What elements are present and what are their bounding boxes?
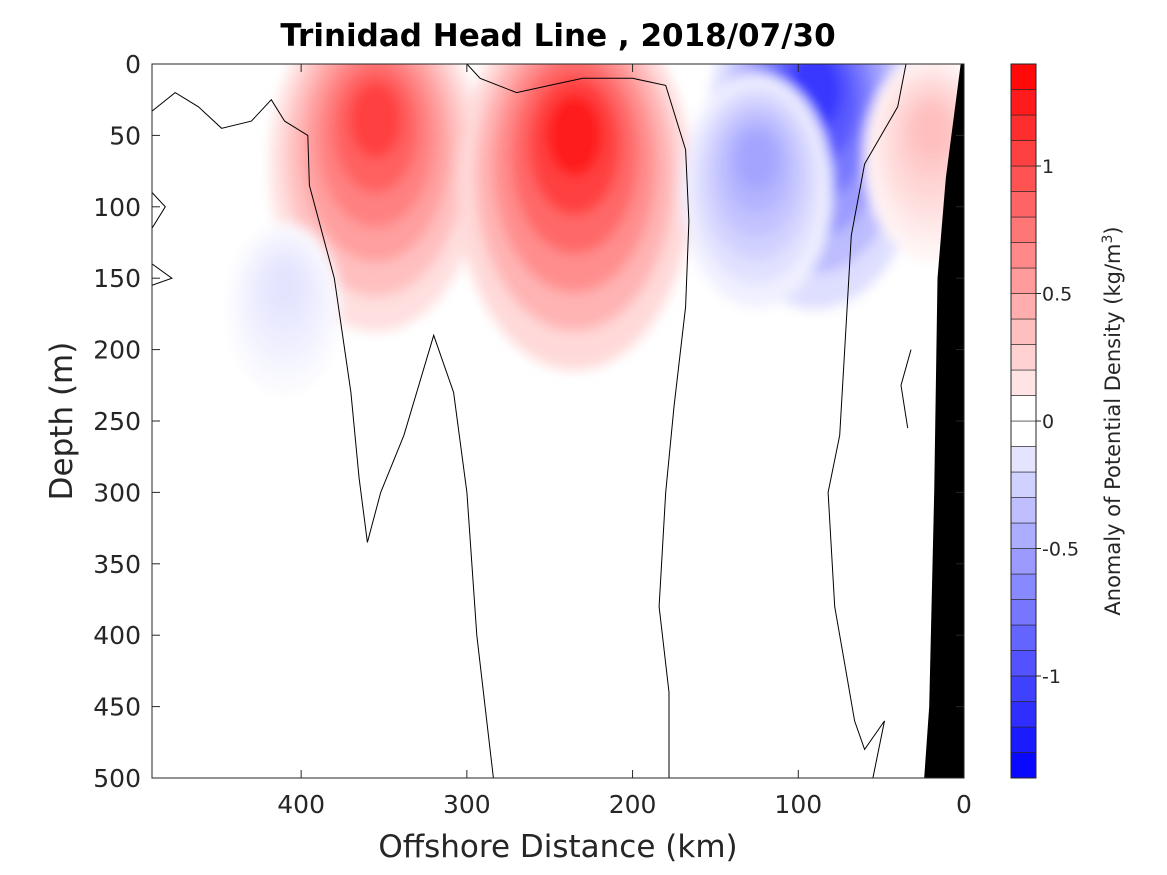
colorbar-tick-label: 0.5 xyxy=(1042,284,1072,306)
colorbar-swatch xyxy=(1010,420,1037,447)
colorbar-tick-label: 0 xyxy=(1042,411,1054,433)
y-tick-label: 400 xyxy=(93,621,141,650)
zero-contour-line xyxy=(152,192,166,229)
anomaly-blob xyxy=(911,103,951,158)
x-tick-label: 300 xyxy=(443,790,491,819)
colorbar-swatch xyxy=(1010,89,1037,116)
y-axis-ticks: 0 50 100 150 200 250 300 350 400 450 500 xyxy=(93,50,964,793)
colorbar-swatch xyxy=(1010,675,1037,702)
y-tick-label: 450 xyxy=(93,693,141,722)
x-tick-label: 400 xyxy=(277,790,325,819)
y-axis-label: Depth (m) xyxy=(44,342,80,501)
colorbar-swatch xyxy=(1010,165,1037,192)
y-tick-label: 300 xyxy=(93,478,141,507)
zero-contour-line xyxy=(152,263,173,286)
plot-area: 400 300 200 100 0 0 50 100 150 200 250 300 350 400 45… xyxy=(93,50,972,819)
colorbar-swatches xyxy=(1010,63,1037,779)
colorbar-swatch xyxy=(1010,752,1037,779)
chart-title: Trinidad Head Line , 2018/07/30 xyxy=(280,18,835,54)
colorbar-swatch xyxy=(1010,624,1037,651)
colorbar-swatch xyxy=(1010,701,1037,728)
colorbar-tick-label: -1 xyxy=(1042,666,1061,688)
colorbar-swatch xyxy=(1010,140,1037,167)
colorbar-swatch xyxy=(1010,114,1037,141)
colorbar-swatch xyxy=(1010,650,1037,677)
colorbar-swatch xyxy=(1010,522,1037,549)
colorbar-swatch xyxy=(1010,548,1037,575)
colorbar-swatch xyxy=(1010,293,1037,320)
colorbar-swatch xyxy=(1010,344,1037,371)
zero-contour-line xyxy=(152,91,494,778)
colorbar-swatch xyxy=(1010,191,1037,218)
anomaly-blob xyxy=(349,82,402,158)
colorbar-label: Anomaly of Potential Density (kg/m3) xyxy=(1100,226,1125,615)
anomaly-blob xyxy=(266,262,303,311)
zero-contour-lines xyxy=(152,64,912,778)
colorbar-swatch xyxy=(1010,497,1037,524)
colorbar-swatch xyxy=(1010,242,1037,269)
seafloor-bathymetry xyxy=(924,64,964,778)
zero-contour-line xyxy=(900,349,912,429)
zero-contour-line xyxy=(466,64,690,778)
x-tick-label: 0 xyxy=(956,790,972,819)
colorbar-tick-label: 1 xyxy=(1042,156,1054,178)
y-tick-label: 350 xyxy=(93,550,141,579)
zero-contour-line xyxy=(827,64,907,778)
colorbar-swatch xyxy=(1010,726,1037,753)
colorbar: 1 0.5 0 -0.5 -1 Anomaly of Potential Density… xyxy=(1010,63,1125,779)
y-tick-label: 500 xyxy=(93,764,141,793)
x-tick-label: 100 xyxy=(774,790,822,819)
y-tick-label: 200 xyxy=(93,336,141,365)
anomaly-blob xyxy=(735,130,778,190)
colorbar-swatch xyxy=(1010,216,1037,243)
y-tick-label: 0 xyxy=(125,50,141,79)
anomaly-blob xyxy=(546,94,603,177)
colorbar-ticks: 1 0.5 0 -0.5 -1 xyxy=(1036,156,1079,688)
density-anomaly-field xyxy=(228,64,964,394)
y-tick-label: 100 xyxy=(93,193,141,222)
x-tick-label: 200 xyxy=(609,790,657,819)
colorbar-swatch xyxy=(1010,395,1037,422)
colorbar-swatch xyxy=(1010,267,1037,294)
x-axis-ticks: 400 300 200 100 0 xyxy=(277,64,972,819)
colorbar-swatch xyxy=(1010,369,1037,396)
y-tick-label: 250 xyxy=(93,407,141,436)
colorbar-swatch xyxy=(1010,63,1037,90)
colorbar-swatch xyxy=(1010,471,1037,498)
colorbar-swatch xyxy=(1010,573,1037,600)
colorbar-swatch xyxy=(1010,599,1037,626)
colorbar-swatch xyxy=(1010,318,1037,345)
y-tick-label: 150 xyxy=(93,264,141,293)
x-axis-label: Offshore Distance (km) xyxy=(378,829,737,865)
colorbar-swatch xyxy=(1010,446,1037,473)
colorbar-tick-label: -0.5 xyxy=(1042,539,1079,561)
y-tick-label: 50 xyxy=(109,121,141,150)
